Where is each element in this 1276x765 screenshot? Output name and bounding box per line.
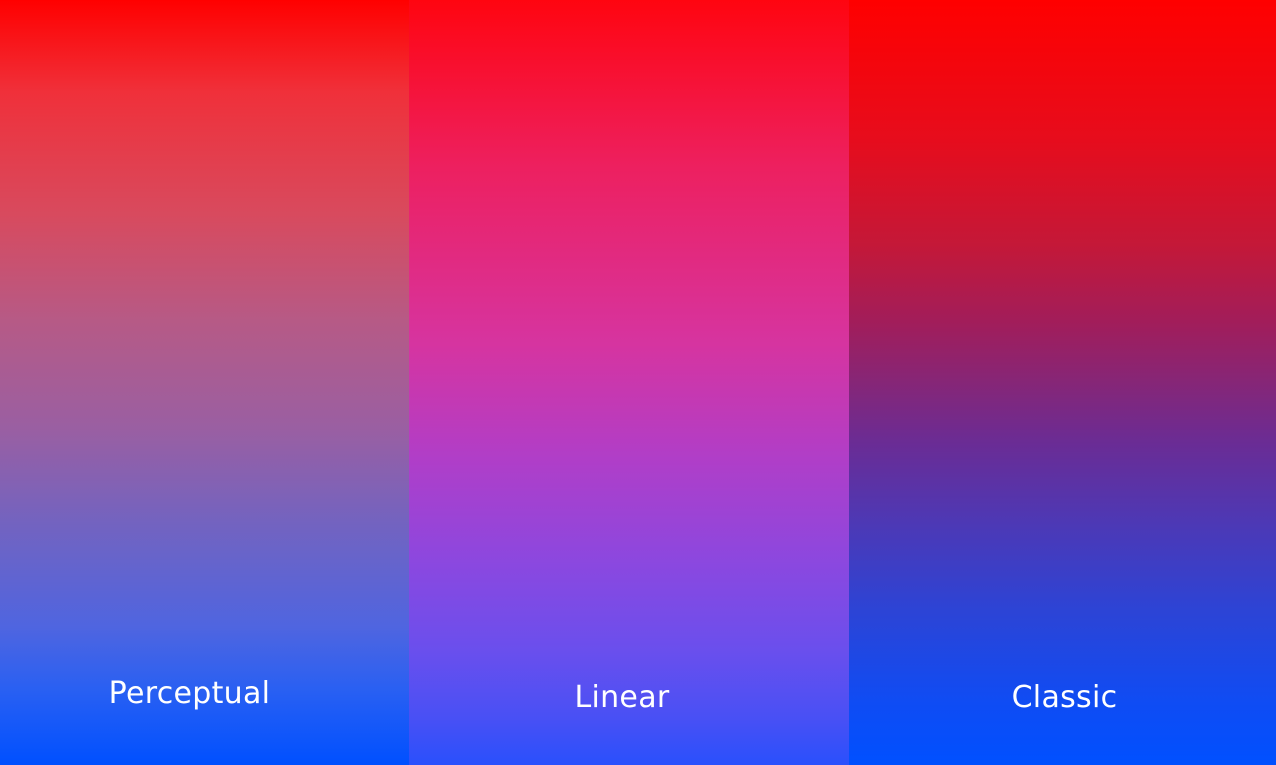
- classic-gradient-panel: Classic: [849, 0, 1276, 765]
- linear-label: Linear: [574, 680, 670, 715]
- classic-label: Classic: [1011, 680, 1118, 715]
- linear-gradient-panel: Linear: [409, 0, 849, 765]
- perceptual-gradient-panel: Perceptual: [0, 0, 409, 765]
- perceptual-label: Perceptual: [108, 676, 271, 711]
